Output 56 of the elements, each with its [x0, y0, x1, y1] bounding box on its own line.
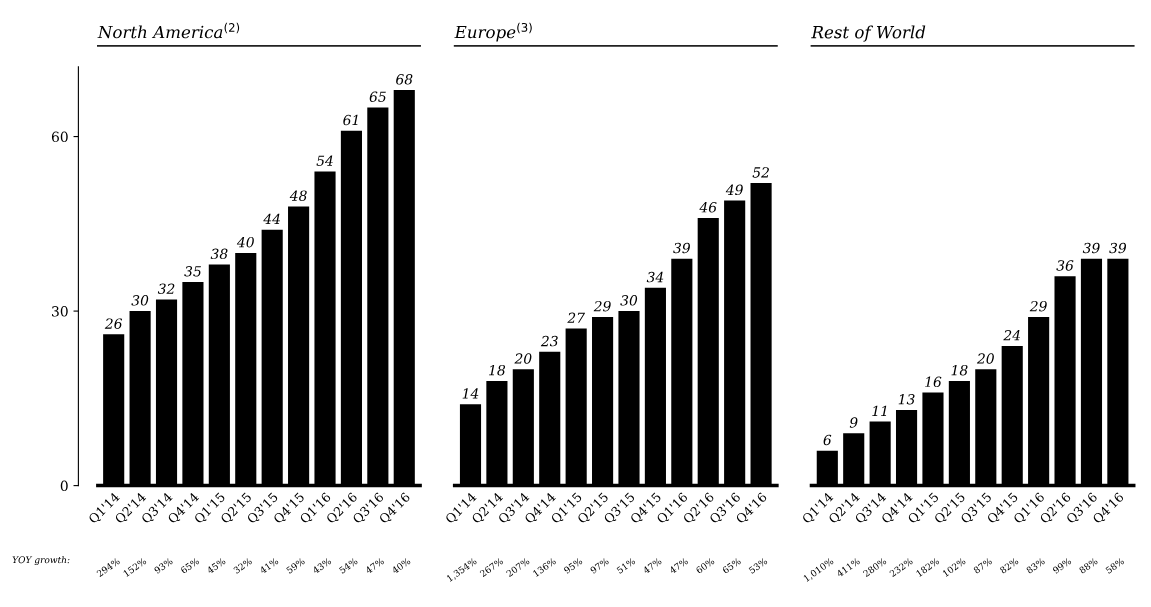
- data-label: 27: [567, 312, 585, 323]
- data-label: 14: [462, 388, 479, 399]
- data-label: 48: [289, 190, 307, 201]
- text: 82%: [999, 557, 1019, 574]
- data-label: 20: [514, 353, 532, 364]
- data-label: 39: [1109, 242, 1127, 254]
- text: 65%: [721, 557, 742, 574]
- data-label: 61: [343, 114, 358, 126]
- text: 47%: [668, 557, 689, 575]
- data-label: 30: [620, 295, 638, 306]
- text: 43%: [311, 557, 332, 575]
- data-label: 20: [976, 353, 994, 364]
- data-label: 23: [540, 335, 558, 347]
- y-tick-label: 60: [51, 131, 68, 143]
- data-label: 39: [673, 242, 690, 254]
- text: 47%: [642, 557, 663, 575]
- y-tick-label: 30: [52, 306, 68, 317]
- chart-title: Europe$^{(3)}$: [454, 22, 532, 42]
- data-label: 36: [1056, 260, 1074, 271]
- text: YOY growth:: [12, 556, 70, 566]
- data-label: 30: [131, 295, 149, 306]
- data-label: 68: [396, 74, 413, 85]
- data-label: 16: [925, 376, 942, 388]
- data-label: 9: [849, 417, 858, 428]
- data-label: 6: [823, 434, 832, 446]
- data-label: 11: [872, 405, 887, 416]
- data-label: 13: [898, 394, 915, 405]
- data-label: 18: [489, 364, 506, 376]
- text: 88%: [1078, 557, 1099, 574]
- data-label: 46: [699, 202, 717, 213]
- data-label: 38: [210, 248, 228, 260]
- data-label: 35: [184, 266, 201, 277]
- data-label: 29: [1029, 300, 1047, 312]
- data-label: 49: [725, 184, 743, 196]
- text: 47%: [364, 557, 385, 575]
- chart-title: North America$^{(2)}$: [97, 22, 240, 39]
- data-label: 24: [1003, 330, 1021, 341]
- text: 45%: [206, 557, 226, 575]
- chart-title: Rest of World: [811, 25, 926, 42]
- data-label: 40: [236, 236, 254, 248]
- data-label: 54: [316, 155, 333, 167]
- data-label: 26: [104, 318, 123, 329]
- data-label: 52: [752, 167, 769, 178]
- data-label: 29: [593, 300, 611, 312]
- text: 60%: [695, 557, 715, 574]
- data-label: 65: [369, 91, 386, 103]
- data-label: 44: [263, 213, 280, 224]
- data-label: 34: [646, 271, 664, 283]
- text: 40%: [391, 557, 411, 575]
- text: 83%: [1025, 557, 1046, 574]
- text: 41%: [259, 557, 279, 575]
- data-label: 39: [1082, 242, 1100, 254]
- text: 65%: [180, 557, 200, 574]
- y-tick-label: 0: [60, 480, 68, 492]
- data-label: 18: [951, 364, 968, 376]
- data-label: 32: [157, 283, 175, 294]
